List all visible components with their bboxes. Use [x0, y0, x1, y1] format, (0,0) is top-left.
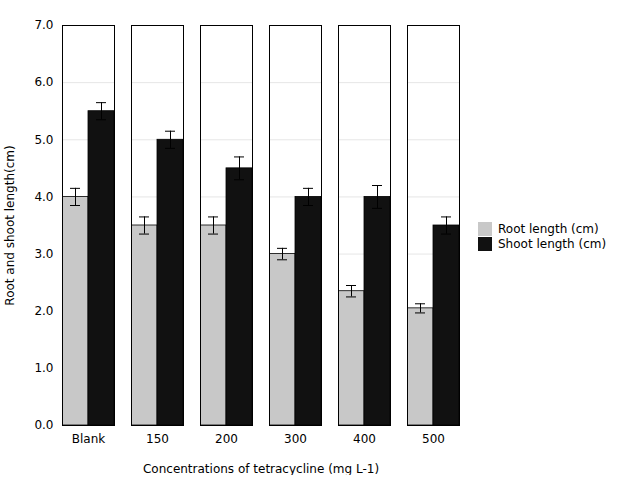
html-text:Shoot length (cm): Shoot length (cm): [498, 237, 607, 251]
svg-text:400: 400: [353, 432, 376, 446]
svg-text:6.0: 6.0: [34, 75, 53, 89]
svg-text:300: 300: [284, 432, 307, 446]
svg-text:Blank: Blank: [72, 432, 106, 446]
svg-text:4.0: 4.0: [34, 190, 53, 204]
svg-text:7.0: 7.0: [34, 18, 53, 32]
svg-text:5.0: 5.0: [34, 133, 53, 147]
svg-text:0.0: 0.0: [34, 418, 53, 432]
svg-text:1.0: 1.0: [34, 361, 53, 375]
html-text:Root length (cm): Root length (cm): [498, 222, 599, 236]
svg-text:200: 200: [215, 432, 238, 446]
svg-text:3.0: 3.0: [34, 247, 53, 261]
svg-text:2.0: 2.0: [34, 304, 53, 318]
svg-text:500: 500: [422, 432, 445, 446]
svg-text:Concentrations of tetracycline: Concentrations of tetracycline (mg L-1): [143, 462, 379, 476]
svg-text:150: 150: [146, 432, 169, 446]
svg-text:Root and shoot length(cm): Root and shoot length(cm): [3, 145, 17, 305]
